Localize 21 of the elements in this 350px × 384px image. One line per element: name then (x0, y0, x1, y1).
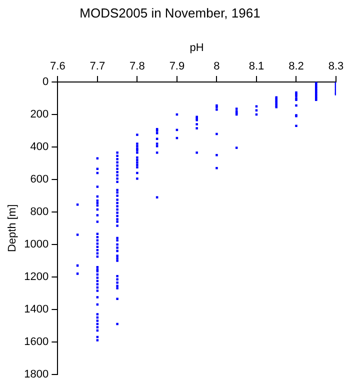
y-tick-label: 1000 (24, 238, 49, 250)
x-tick-label: 7.9 (169, 60, 185, 72)
y-axis-title: Depth [m] (6, 204, 19, 252)
x-tick-label: 8.1 (248, 60, 264, 72)
y-tick-label: 200 (30, 108, 49, 121)
x-axis-title: pH (190, 42, 204, 54)
x-tick-label: 7.6 (50, 60, 66, 72)
y-tick-label: 0 (42, 76, 49, 88)
x-tick-label: 7.8 (130, 60, 145, 72)
y-tick-label: 1800 (24, 368, 49, 380)
y-tick-label: 400 (30, 141, 49, 154)
y-tick-label: 1200 (24, 270, 49, 283)
y-tick-label: 800 (30, 206, 49, 218)
x-tick-label: 8.3 (328, 60, 344, 72)
y-tick-label: 600 (30, 174, 49, 186)
x-tick-label: 7.7 (90, 60, 106, 72)
y-tick-label: 1600 (24, 336, 49, 348)
x-tick-label: 8 (214, 60, 220, 72)
x-tick-label: 8.2 (288, 60, 304, 72)
y-tick-label: 1400 (24, 303, 49, 316)
chart-title: MODS2005 in November, 1961 (80, 5, 260, 20)
